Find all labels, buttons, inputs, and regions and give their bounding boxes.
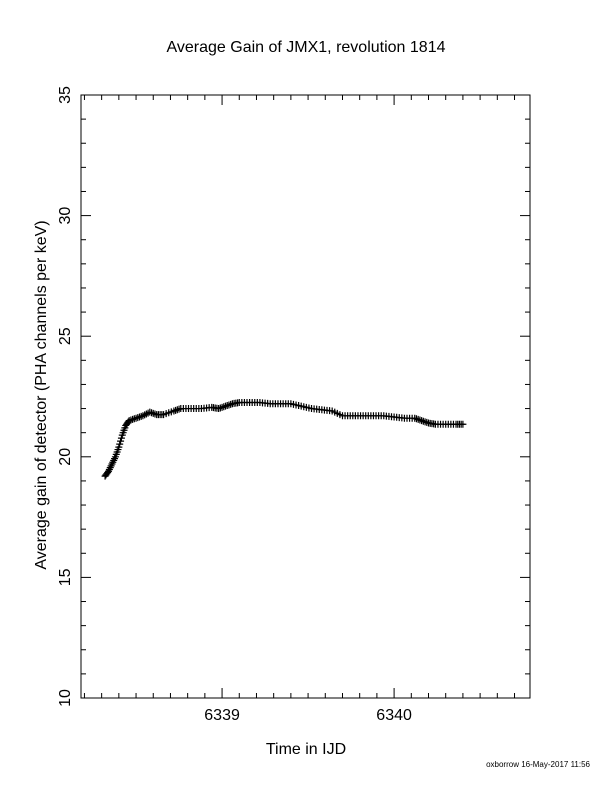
data-point-marker <box>129 415 137 423</box>
data-point-marker <box>132 414 140 422</box>
data-point-marker <box>117 434 125 442</box>
data-point-marker <box>146 408 154 416</box>
data-point-marker <box>412 415 420 423</box>
data-point-marker <box>149 409 157 417</box>
data-point-marker <box>117 437 125 445</box>
y-tick-label: 30 <box>57 207 74 225</box>
data-point-marker <box>104 468 112 476</box>
data-point-marker <box>225 401 233 409</box>
y-tick-label: 10 <box>57 689 74 707</box>
footer-timestamp: oxborrow 16-May-2017 11:56 <box>486 760 590 769</box>
data-point-marker <box>148 409 156 417</box>
y-tick-label: 35 <box>57 86 74 104</box>
data-point-marker <box>173 406 181 414</box>
data-point-marker <box>116 440 124 448</box>
data-markers <box>101 399 467 480</box>
chart-title: Average Gain of JMX1, revolution 1814 <box>167 39 446 56</box>
data-point-marker <box>170 407 178 415</box>
data-point-marker <box>137 412 145 420</box>
data-point-marker <box>130 415 138 423</box>
axis-ticks <box>81 94 530 699</box>
data-point-marker <box>175 405 183 413</box>
data-point-marker <box>421 418 429 426</box>
data-point-marker <box>151 410 159 418</box>
data-point-marker <box>227 400 235 408</box>
x-tick-label: 6340 <box>376 707 412 724</box>
data-point-marker <box>423 418 431 426</box>
data-point-marker <box>135 413 143 421</box>
data-point-marker <box>411 414 419 422</box>
data-point-marker <box>418 417 426 425</box>
data-point-marker <box>134 414 142 422</box>
y-axis-label: Average gain of detector (PHA channels p… <box>33 220 50 569</box>
y-tick-labels: 10 15 20 25 30 35 <box>57 86 74 707</box>
data-point-marker <box>218 403 226 411</box>
data-point-marker <box>223 402 231 410</box>
data-point-marker <box>222 402 230 410</box>
data-point-marker <box>125 417 133 425</box>
data-point-marker <box>216 404 224 412</box>
data-point-marker <box>414 415 422 423</box>
data-point-marker <box>459 420 467 428</box>
y-tick-label: 25 <box>57 327 74 345</box>
data-point-marker <box>172 406 180 414</box>
data-point-marker <box>115 443 123 451</box>
data-point-marker <box>127 416 135 424</box>
plot-frame <box>80 94 531 699</box>
data-point-marker <box>215 405 223 413</box>
y-tick-label: 15 <box>57 568 74 586</box>
data-point-marker <box>416 416 424 424</box>
x-axis-label: Time in IJD <box>266 741 346 758</box>
data-point-marker <box>419 417 427 425</box>
x-tick-label: 6339 <box>204 707 240 724</box>
data-point-marker <box>220 403 228 411</box>
y-tick-label: 20 <box>57 448 74 466</box>
x-tick-labels: 6339 6340 <box>204 707 412 724</box>
